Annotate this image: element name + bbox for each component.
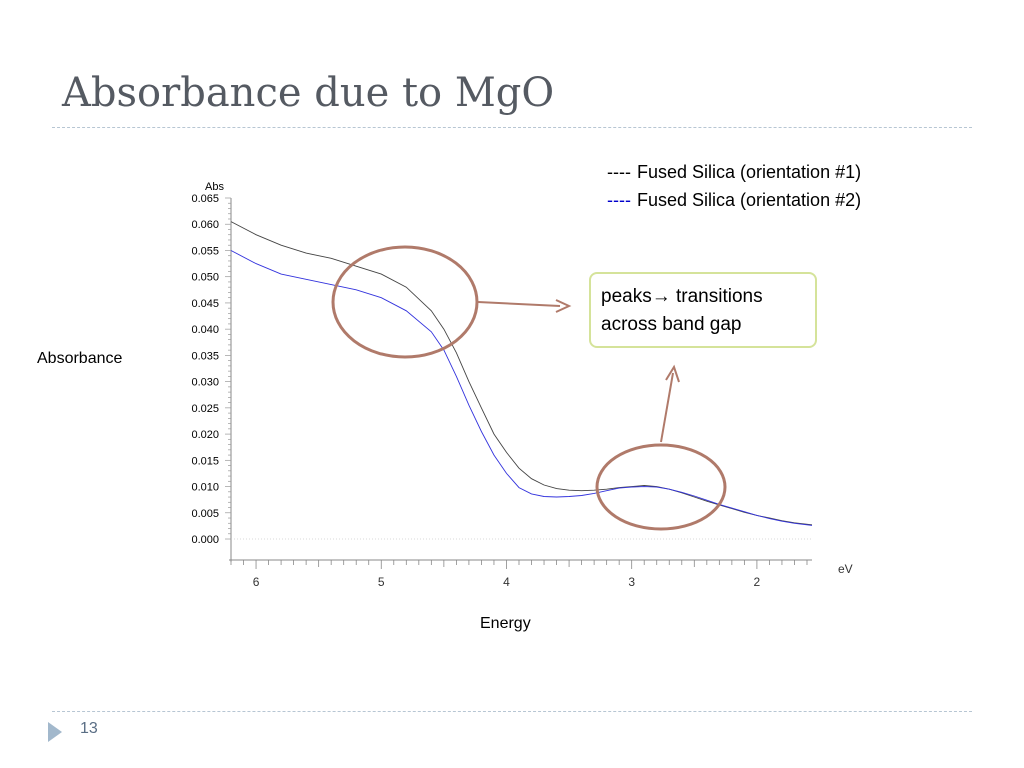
legend-text-2: Fused Silica (orientation #2)	[636, 190, 862, 210]
y-axis: 0.065 0.060 0.055 0.050 0.045 0.040 0.035 0.030…	[191, 193, 812, 562]
y-tick-label: 0.025	[191, 403, 219, 415]
chart-x-unit-label: eV	[838, 562, 853, 576]
y-tick-label: 0.055	[191, 245, 219, 257]
y-tick-label: 0.020	[191, 429, 219, 441]
y-tick-label: 0.035	[191, 350, 219, 362]
y-tick-label: 0.065	[191, 193, 219, 205]
page-title: Absorbance due to MgO	[62, 70, 555, 116]
bottom-x-axis-label: Energy	[480, 615, 531, 632]
y-tick-label: 0.040	[191, 324, 219, 336]
y-tick-label: 0.060	[191, 219, 219, 231]
x-axis: 6 5 4 3 2	[229, 559, 812, 589]
chart-y-unit-label: Abs	[205, 181, 224, 193]
highlight-ellipse-edge	[331, 245, 479, 359]
page-number: 13	[80, 720, 98, 737]
series-line-1	[230, 221, 813, 526]
footer-triangle-icon	[48, 722, 62, 742]
callout-arrow: →	[651, 286, 671, 307]
arrow-up-to-callout	[660, 364, 680, 443]
series-layer	[230, 221, 813, 526]
callout-word-transitions: transitions	[670, 286, 763, 307]
title-divider	[52, 127, 972, 128]
callout-word-peaks: peaks	[601, 286, 652, 307]
legend-dash-1: ----	[607, 162, 631, 182]
y-tick-label: 0.030	[191, 377, 219, 389]
y-tick-label: 0.010	[191, 482, 219, 494]
callout-line-2: across band gap	[601, 314, 742, 335]
arrow-to-callout	[477, 299, 572, 313]
y-tick-label: 0.015	[191, 455, 219, 467]
y-tick-label: 0.005	[191, 508, 219, 520]
x-tick-label: 5	[378, 575, 385, 589]
highlight-ellipse-peak	[595, 443, 727, 531]
legend-item-1: ---- Fused Silica (orientation #1)	[607, 162, 861, 183]
side-y-axis-label: Absorbance	[37, 350, 123, 367]
legend-text-1: Fused Silica (orientation #1)	[636, 162, 862, 182]
x-tick-label: 2	[754, 575, 761, 589]
legend-item-2: ---- Fused Silica (orientation #2)	[607, 190, 861, 211]
y-tick-label: 0.000	[191, 534, 219, 546]
callout-box: peaks→ transitions across band gap	[589, 272, 817, 348]
x-tick-label: 6	[253, 575, 260, 589]
footer-divider	[52, 711, 972, 712]
series-line-2	[230, 250, 813, 526]
y-tick-label: 0.045	[191, 298, 219, 310]
legend-dash-2: ----	[607, 190, 631, 210]
y-tick-label: 0.050	[191, 272, 219, 284]
x-tick-label: 3	[628, 575, 635, 589]
x-tick-label: 4	[503, 575, 510, 589]
